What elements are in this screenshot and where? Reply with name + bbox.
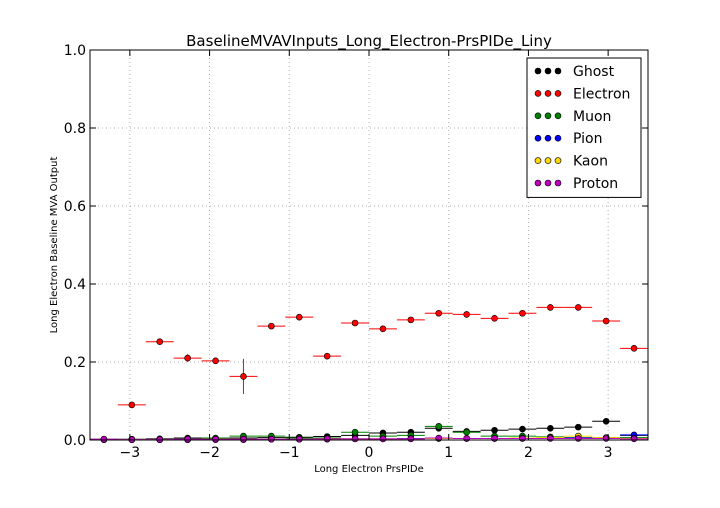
data-point-proton [351,435,359,443]
x-tick-label: 3 [604,445,613,461]
data-point-proton [295,435,303,443]
legend-marker [544,179,552,187]
data-point-ghost [491,426,498,434]
data-point-proton [463,435,470,442]
legend-label: Muon [573,109,611,125]
legend-label: Pion [573,131,602,147]
data-point-electron [212,357,219,365]
data-point-electron [351,319,359,327]
data-point-proton [574,435,582,442]
x-tick-label: −3 [120,445,141,461]
legend-marker [544,134,552,142]
data-point-proton [240,435,247,443]
data-point-electron [268,322,275,330]
y-tick-label: 0.4 [64,277,86,293]
data-point-muon [463,428,470,436]
data-point-electron [630,345,638,352]
legend-marker [544,112,552,120]
x-tick-label: −1 [279,445,300,461]
y-axis-label: Long Electron Baseline MVA Output [49,157,60,334]
data-point-proton [323,435,331,443]
data-point-electron [463,311,470,318]
x-axis-label: Long Electron PrsPIDe [314,464,424,475]
y-tick-label: 0.6 [64,199,86,215]
legend-label: Kaon [573,154,608,170]
data-point-electron [519,309,526,317]
legend-marker [544,157,552,164]
axis-ticks: −3 −2 −1 0 1 2 3 0.0 0.2 0.4 0.6 0.8 1.0 [64,43,648,461]
data-point-proton [630,435,638,443]
legend-marker [544,90,552,97]
data-point-proton [268,435,275,443]
data-point-proton [379,435,387,443]
data-point-proton [184,435,191,443]
x-tick-label: 0 [365,445,374,461]
series-electron [117,304,648,409]
data-point-electron [602,317,610,325]
x-tick-label: 2 [524,445,533,461]
data-point-proton [100,435,108,443]
legend-box [526,57,642,198]
data-point-proton [212,435,219,443]
legend-marker [554,134,562,142]
legend-marker [554,112,562,120]
legend-marker [534,157,542,164]
data-point-proton [491,435,498,442]
legend-label: Electron [573,86,630,102]
x-tick-label: −2 [199,445,220,461]
legend-marker [554,90,562,97]
y-tick-label: 0.8 [64,121,86,137]
data-point-proton [547,435,554,442]
data-marks [90,304,648,443]
data-point-electron [379,325,387,333]
legend-marker [534,179,542,187]
data-point-ghost [547,424,554,432]
data-point-muon [351,428,359,436]
data-point-electron [435,309,443,317]
legend-marker [534,112,542,120]
y-tick-label: 1.0 [64,43,86,59]
data-point-ghost [519,425,526,433]
legend: Ghost Electron Muon Pion Kaon Proton [526,57,642,198]
chart-title: BaselineMVAVInputs_Long_Electron-PrsPIDe… [186,32,552,51]
legend-marker [544,67,552,75]
data-point-electron [184,354,191,362]
data-point-electron [240,373,247,380]
legend-label: Ghost [573,64,615,80]
data-point-electron [547,304,554,311]
y-tick-label: 0.2 [64,355,86,371]
data-point-electron [156,338,164,346]
legend-marker [534,67,542,75]
data-point-ghost [602,417,610,425]
data-point-muon [435,423,443,430]
data-point-electron [323,352,331,360]
legend-marker [534,90,542,97]
legend-marker [554,67,562,75]
data-point-electron [128,401,136,409]
legend-marker [534,134,542,142]
data-point-electron [574,304,582,311]
legend-marker [554,179,562,187]
data-point-electron [295,313,303,321]
data-point-ghost [574,423,582,431]
legend-label: Proton [573,176,618,192]
data-point-electron [407,316,415,324]
x-tick-label: 1 [444,445,453,461]
data-point-proton [519,435,526,442]
y-tick-label: 0.0 [64,433,86,449]
data-point-proton [407,435,415,443]
data-point-electron [491,315,498,322]
legend-marker [554,157,562,164]
